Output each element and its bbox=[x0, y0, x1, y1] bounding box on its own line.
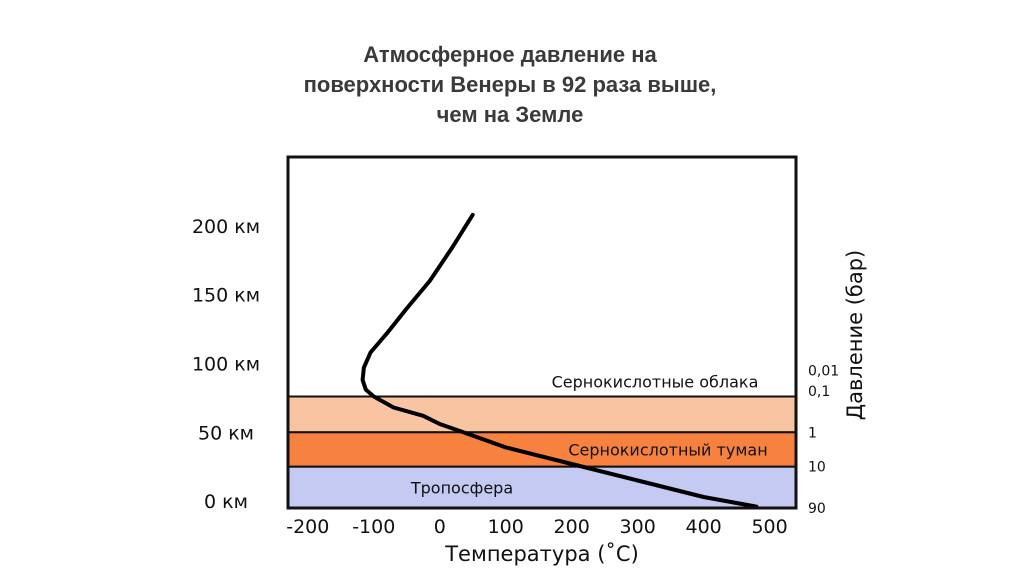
pressure-tick-label: 10 bbox=[808, 460, 826, 476]
chart-title-line: Атмосферное давление на bbox=[363, 42, 657, 67]
y-tick-labels: 0 км 50 км 100 км 150 км 200 км bbox=[192, 216, 260, 513]
plot-frame bbox=[286, 155, 798, 510]
pressure-tick-label: 90 bbox=[808, 501, 826, 517]
chart-title-line: чем на Земле bbox=[436, 102, 584, 127]
x-tick-label: 500 bbox=[751, 516, 787, 538]
pressure-tick-label: 0,1 bbox=[808, 384, 830, 400]
band-label: Сернокислотные облака bbox=[552, 373, 759, 392]
y-tick-label: 50 км bbox=[198, 422, 254, 444]
band-0 bbox=[287, 395, 797, 434]
y-tick-label: 100 км bbox=[192, 353, 260, 375]
pressure-tick-label: 1 bbox=[808, 425, 817, 441]
x-tick-label: -200 bbox=[286, 516, 329, 538]
chart-title: Атмосферное давление на поверхности Вене… bbox=[230, 40, 790, 130]
x-tick-labels: -200 -100 0 100 200 300 400 500 bbox=[286, 516, 788, 538]
band-label: Тропосфера bbox=[410, 478, 513, 497]
pressure-tick-label: 0,01 bbox=[808, 363, 839, 379]
y-tick-label: 0 км bbox=[204, 491, 248, 513]
x-tick-label: 100 bbox=[488, 516, 524, 538]
temperature-profile-line bbox=[360, 212, 759, 509]
x-tick-label: 400 bbox=[686, 516, 722, 538]
x-tick-label: 300 bbox=[620, 516, 656, 538]
x-tick-label: -100 bbox=[352, 516, 395, 538]
x-tick-label: 200 bbox=[554, 516, 590, 538]
pressure-tick-labels: 0,01 0,1 1 10 90 bbox=[808, 363, 839, 517]
x-axis-title: Температура (˚С) bbox=[444, 542, 639, 566]
bands-layer: Сернокислотные облака Сернокислотный тума… bbox=[287, 373, 797, 509]
chart-title-line: поверхности Венеры в 92 раза выше, bbox=[303, 72, 717, 97]
y-tick-label: 150 км bbox=[192, 285, 260, 307]
x-tick-label: 0 bbox=[434, 516, 446, 538]
band-label: Сернокислотный туман bbox=[568, 441, 767, 460]
line-layer bbox=[360, 212, 759, 509]
y-tick-label: 200 км bbox=[192, 216, 260, 238]
right-axis-title: Давление (бар) bbox=[843, 250, 867, 421]
